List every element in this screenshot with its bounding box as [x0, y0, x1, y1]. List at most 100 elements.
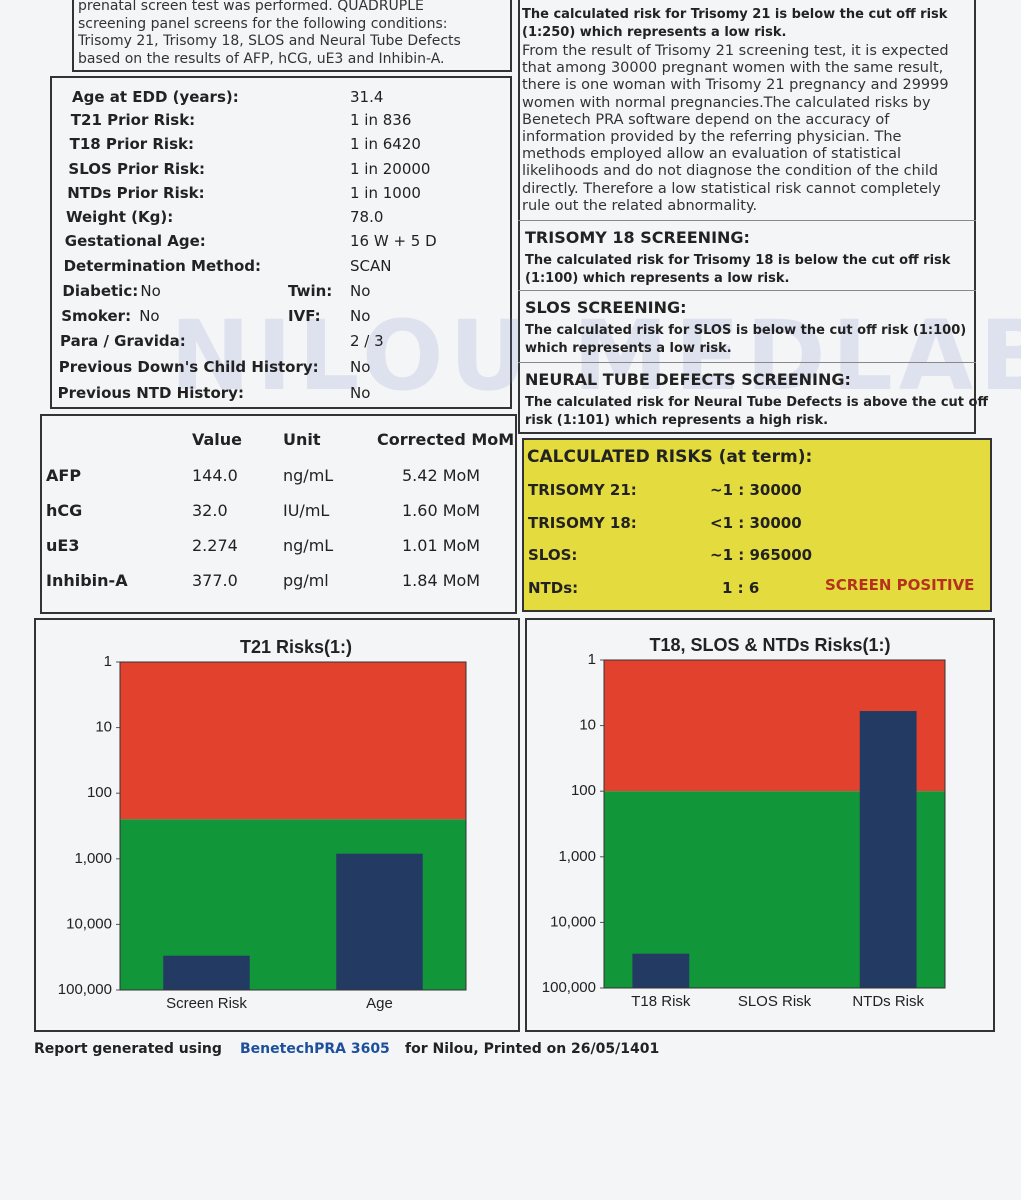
x-tick-label: Screen Risk	[166, 995, 247, 1012]
section-line: risk (1:101) which represents a high ris…	[525, 413, 829, 428]
table-cell: Inhibin-A	[46, 571, 128, 590]
high-risk-zone	[120, 662, 466, 820]
explanation-line: women with normal pregnancies.The calcul…	[522, 94, 931, 111]
section-heading: SLOS SCREENING:	[525, 298, 687, 317]
info-label: T21 Prior Risk:	[70, 111, 196, 129]
table-cell: 32.0	[192, 501, 228, 520]
markers-box	[40, 414, 517, 614]
risk-label: TRISOMY 18:	[528, 513, 637, 532]
risks-title: CALCULATED RISKS (at term):	[527, 447, 813, 467]
table-cell: 2.274	[192, 536, 238, 555]
explanation-line: there is one woman with Trisomy 21 pregn…	[522, 77, 949, 94]
explanation-line: directly. Therefore a low statistical ri…	[522, 180, 941, 197]
explanation-line: From the result of Trisomy 21 screening …	[522, 43, 949, 59]
table-cell: uE3	[46, 536, 80, 555]
divider	[518, 220, 976, 221]
footer-text: for Nilou, Printed on 26/05/1401	[405, 1041, 660, 1057]
y-tick-label: 1,000	[558, 848, 596, 865]
x-tick-label: NTDs Risk	[852, 993, 924, 1010]
info-value: SCAN	[350, 257, 392, 275]
section-line: (1:100) which represents a low risk.	[525, 271, 790, 286]
table-cell: 1.84 MoM	[402, 571, 481, 590]
info-value: 1 in 836	[350, 111, 412, 129]
info-value: 78.0	[350, 208, 384, 226]
y-tick-label: 1	[104, 653, 112, 670]
watermark: NILOU MEDLAB	[170, 300, 1021, 412]
info-value: No	[350, 384, 371, 402]
section-heading: NEURAL TUBE DEFECTS SCREENING:	[525, 370, 851, 389]
y-tick-label: 100,000	[58, 981, 112, 998]
table-cell: hCG	[46, 501, 83, 520]
y-tick-label: 100	[571, 782, 596, 799]
result-line: The calculated risk for Trisomy 21 is be…	[522, 7, 948, 22]
risk-label: SLOS:	[528, 546, 578, 564]
x-tick-label: Age	[366, 995, 393, 1012]
info-label: T18 Prior Risk:	[69, 135, 194, 153]
bar	[336, 853, 423, 990]
info-label: Gestational Age:	[64, 232, 206, 250]
section-line: The calculated risk for SLOS is below th…	[525, 323, 967, 338]
divider	[518, 290, 976, 291]
y-tick-label: 100	[87, 784, 112, 801]
section-line: The calculated risk for Neural Tube Defe…	[525, 395, 988, 410]
risk-value: ~1 : 30000	[710, 481, 802, 499]
table-cell: 1.60 MoM	[402, 501, 481, 520]
intro-line: Trisomy 21, Trisomy 18, SLOS and Neural …	[78, 33, 461, 49]
table-header: Value	[192, 430, 243, 449]
intro-line: prenatal screen test was performed. QUAD…	[78, 0, 424, 14]
chart: T21 Risks(1:) 1 10 100 1,000 10,000 100,000 Scr…	[58, 637, 467, 1012]
chart: T18, SLOS & NTDs Risks(1:) 1 10 100 1,000 10,…	[542, 635, 946, 1010]
info-label: IVF:	[288, 307, 321, 325]
explanation-line: Benetech PRA software depend on the accu…	[522, 111, 890, 128]
table-cell: 377.0	[192, 571, 238, 590]
intro-box	[72, 0, 512, 72]
intro-line: screening panel screens for the followin…	[78, 15, 448, 32]
explanation-line: likelihoods and do not diagnose the cond…	[522, 163, 939, 180]
y-tick-label: 10,000	[550, 913, 596, 930]
info-label: Para / Gravida:	[60, 332, 186, 350]
info-value: 1 in 20000	[350, 160, 431, 178]
explanation-line: rule out the related abnormality.	[522, 197, 758, 214]
info-value: 1 in 6420	[350, 135, 421, 153]
risks-box	[522, 438, 992, 612]
chart-title: T18, SLOS & NTDs Risks(1:)	[649, 635, 890, 655]
divider	[518, 362, 976, 363]
info-label: Diabetic:	[62, 282, 139, 300]
info-value: No	[350, 307, 371, 325]
info-value: No	[140, 282, 161, 300]
info-value: 31.4	[350, 88, 384, 106]
bar	[632, 953, 690, 988]
plot-frame	[119, 661, 467, 991]
table-cell: 144.0	[192, 466, 238, 485]
table-header: Corrected MoM	[377, 430, 515, 449]
explanation-line: that among 30000 pregnant women with the…	[522, 60, 944, 77]
risk-value: <1 : 30000	[710, 513, 802, 532]
info-value: 2 / 3	[350, 332, 384, 350]
section-heading: TRISOMY 18 SCREENING:	[525, 228, 750, 247]
risk-value: 1 : 6	[722, 578, 760, 597]
table-header: Unit	[283, 430, 321, 449]
risk-label: TRISOMY 21:	[528, 481, 637, 499]
bar	[163, 955, 250, 990]
risk-flag: SCREEN POSITIVE	[825, 575, 975, 594]
bars	[632, 711, 917, 988]
info-value: No	[350, 358, 371, 376]
info-value: No	[350, 282, 371, 300]
plot-frame	[603, 659, 946, 989]
info-label: Previous NTD History:	[57, 384, 244, 402]
results-box	[518, 0, 976, 434]
info-value: 16 W + 5 D	[350, 232, 437, 250]
risk-label: NTDs:	[528, 578, 579, 597]
table-cell: ng/mL	[283, 536, 334, 555]
info-label: Determination Method:	[63, 257, 262, 275]
info-label: NTDs Prior Risk:	[67, 184, 205, 202]
table-cell: 5.42 MoM	[402, 466, 481, 485]
chart-box	[34, 618, 520, 1032]
chart-box	[525, 618, 995, 1032]
bars	[163, 853, 423, 990]
y-tick-label: 1	[588, 651, 596, 668]
info-label: Smoker:	[61, 307, 132, 325]
y-tick-label: 1,000	[74, 850, 112, 867]
info-value: 1 in 1000	[350, 184, 421, 202]
intro-line: based on the results of AFP, hCG, uE3 an…	[78, 50, 445, 67]
